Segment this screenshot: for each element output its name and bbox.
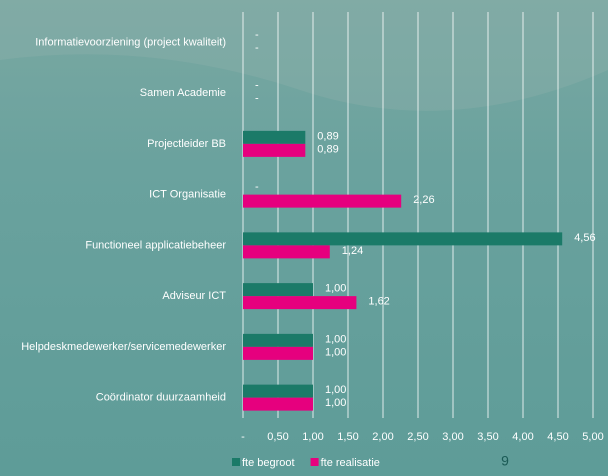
value-label: 1,00 <box>325 333 346 345</box>
y-tick-label: Functioneel applicatiebeheer <box>85 239 226 251</box>
bar <box>243 397 313 411</box>
value-label: 1,62 <box>368 296 389 308</box>
x-tick-label: 1,00 <box>302 431 323 443</box>
legend-label: fte begroot <box>242 457 295 469</box>
bar <box>243 232 563 246</box>
x-tick-label: 5,00 <box>582 431 603 443</box>
value-label: 1,00 <box>325 384 346 396</box>
bar <box>243 283 313 297</box>
x-tick-label: 2,00 <box>372 431 393 443</box>
y-tick-label: Projectleider BB <box>147 138 226 150</box>
value-label: 0,89 <box>317 143 338 155</box>
bar <box>243 333 313 347</box>
x-tick-label: 4,00 <box>512 431 533 443</box>
bar <box>243 143 306 157</box>
legend-swatch <box>310 458 319 466</box>
background-texture <box>0 0 608 111</box>
value-label: - <box>255 80 259 92</box>
x-tick-label: 3,00 <box>442 431 463 443</box>
x-tick-label: 0,50 <box>267 431 288 443</box>
value-label: 4,56 <box>574 232 595 244</box>
x-tick-label: 3,50 <box>477 431 498 443</box>
value-label: 1,00 <box>325 346 346 358</box>
y-tick-label: Coördinator duurzaamheid <box>96 392 226 404</box>
value-label: - <box>255 29 259 41</box>
bar <box>243 130 306 144</box>
x-tick-label: 4,50 <box>547 431 568 443</box>
legend-label: fte realisatie <box>321 457 380 469</box>
value-label: 1,24 <box>342 245 363 257</box>
bar <box>243 245 330 259</box>
y-tick-label: Samen Academie <box>140 87 226 99</box>
value-label: 1,00 <box>325 283 346 295</box>
y-tick-label: ICT Organisatie <box>149 189 226 201</box>
bar <box>243 296 357 310</box>
page-number: 9 <box>501 453 509 469</box>
y-tick-label: Adviseur ICT <box>162 290 226 302</box>
value-label: - <box>255 42 259 54</box>
x-tick-label: - <box>241 431 245 443</box>
legend-swatch <box>232 458 240 466</box>
y-tick-label: Helpdeskmedewerker/servicemedewerker <box>21 341 226 353</box>
value-label: 2,26 <box>413 194 434 206</box>
value-label: - <box>255 93 259 105</box>
bar <box>243 194 402 208</box>
value-label: - <box>255 181 259 193</box>
value-label: 0,89 <box>317 130 338 142</box>
value-label: 1,00 <box>325 397 346 409</box>
x-tick-label: 1,50 <box>337 431 358 443</box>
bar <box>243 384 313 398</box>
bar <box>243 346 313 360</box>
y-tick-label: Informatievoorziening (project kwaliteit… <box>35 36 226 48</box>
x-tick-label: 2,50 <box>407 431 428 443</box>
